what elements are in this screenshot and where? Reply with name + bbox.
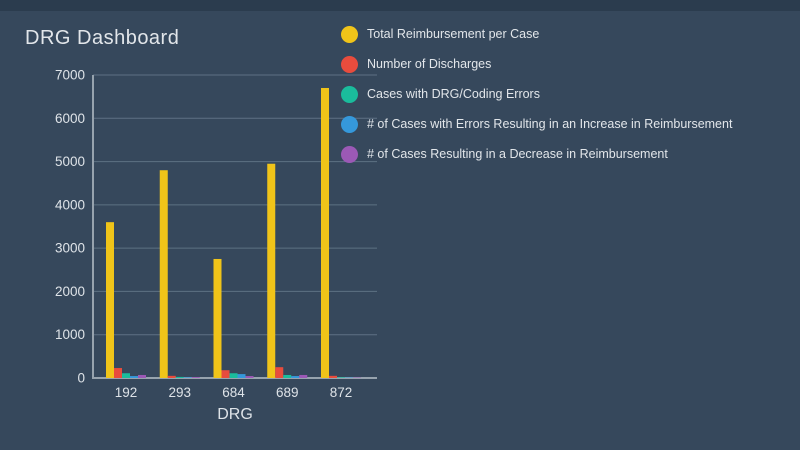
x-tick-label: 293 bbox=[168, 385, 191, 400]
y-tick-label: 6000 bbox=[55, 111, 85, 126]
bar-293-series-4 bbox=[191, 377, 200, 378]
bar-684-series-3 bbox=[237, 374, 246, 378]
legend-marker-icon bbox=[341, 115, 358, 133]
bar-684-series-0 bbox=[213, 258, 222, 378]
bar-684-series-2 bbox=[229, 373, 238, 378]
bar-689-series-1 bbox=[275, 367, 284, 378]
bar-293-series-0 bbox=[159, 170, 168, 378]
bar-684-series-1 bbox=[221, 370, 230, 378]
bar-689-series-4 bbox=[299, 374, 308, 378]
legend-label: # of Cases Resulting in a Decrease in Re… bbox=[367, 147, 668, 161]
bar-192-series-2 bbox=[122, 373, 130, 378]
legend-item-series-1[interactable]: Number of Discharges bbox=[341, 49, 732, 79]
bar-192-series-1 bbox=[114, 368, 122, 378]
x-tick-label: 872 bbox=[330, 385, 353, 400]
bar-192-series-4 bbox=[138, 374, 146, 378]
y-tick-label: 0 bbox=[77, 371, 85, 386]
legend-item-series-4[interactable]: # of Cases Resulting in a Decrease in Re… bbox=[341, 139, 732, 169]
x-axis-title: DRG bbox=[217, 406, 253, 423]
y-tick-label: 7000 bbox=[55, 68, 85, 83]
bar-192-series-3 bbox=[130, 376, 138, 378]
bar-293-series-1 bbox=[167, 375, 176, 378]
legend-marker-icon bbox=[341, 85, 358, 103]
legend-marker-icon bbox=[341, 145, 358, 163]
legend-label: Cases with DRG/Coding Errors bbox=[367, 87, 540, 101]
x-tick-label: 192 bbox=[115, 385, 138, 400]
bar-684-series-4 bbox=[245, 376, 254, 378]
x-tick-label: 684 bbox=[222, 385, 245, 400]
y-tick-label: 4000 bbox=[55, 197, 85, 212]
bar-872-series-0 bbox=[321, 87, 329, 378]
legend-marker-icon bbox=[341, 55, 358, 73]
bar-689-series-0 bbox=[267, 163, 276, 378]
legend-item-series-0[interactable]: Total Reimbursement per Case bbox=[341, 19, 732, 49]
x-tick-label: 689 bbox=[276, 385, 299, 400]
top-strip bbox=[0, 0, 800, 11]
legend-label: Total Reimbursement per Case bbox=[367, 27, 540, 41]
legend-label: # of Cases with Errors Resulting in an I… bbox=[367, 117, 733, 131]
bar-872-series-1 bbox=[329, 375, 337, 378]
bar-689-series-3 bbox=[291, 376, 300, 378]
y-tick-label: 3000 bbox=[55, 241, 85, 256]
page-title: DRG Dashboard bbox=[25, 27, 180, 49]
bar-293-series-2 bbox=[175, 376, 184, 378]
legend-marker-icon bbox=[341, 25, 358, 43]
y-tick-label: 1000 bbox=[55, 327, 85, 342]
bar-293-series-3 bbox=[183, 377, 192, 378]
legend-label: Number of Discharges bbox=[367, 57, 492, 71]
chart-legend: Total Reimbursement per Case Number of Di… bbox=[341, 19, 732, 169]
bar-872-series-2 bbox=[337, 377, 345, 378]
bar-689-series-2 bbox=[283, 374, 292, 378]
y-tick-label: 5000 bbox=[55, 154, 85, 169]
legend-item-series-3[interactable]: # of Cases with Errors Resulting in an I… bbox=[341, 109, 732, 139]
y-tick-label: 2000 bbox=[55, 284, 85, 299]
legend-item-series-2[interactable]: Cases with DRG/Coding Errors bbox=[341, 79, 732, 109]
bar-192-series-0 bbox=[106, 222, 114, 378]
